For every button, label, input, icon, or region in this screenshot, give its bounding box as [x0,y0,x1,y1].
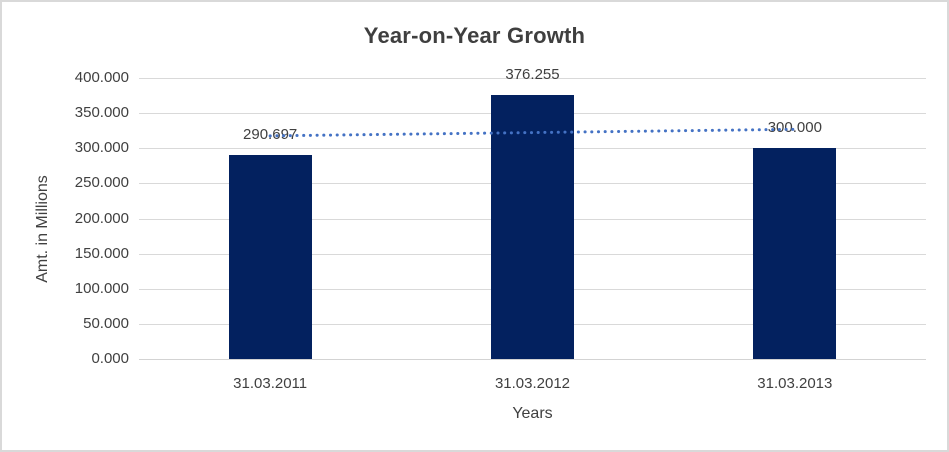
y-tick-label: 200.000 [74,209,129,227]
y-tick-label: 100.000 [74,279,129,297]
bar-value-label: 376.255 [505,65,560,83]
bar-value-label: 290.697 [243,125,298,143]
y-tick-label: 400.000 [74,69,129,86]
bar-value-label: 300.000 [767,119,822,137]
y-axis-title: Amt. in Millions [34,175,51,283]
y-tick-label: 0.000 [91,350,129,367]
bar-31.03.2011 [228,154,312,359]
bar-31.03.2012 [491,94,574,359]
bar-31.03.2013 [753,148,837,359]
y-tick-label: 250.000 [74,174,129,192]
y-tick-label: 350.000 [74,104,129,122]
x-tick-label: 31.03.2011 [233,375,308,392]
y-tick-label: 150.000 [74,244,129,262]
x-axis-line [139,359,926,360]
y-tick-label: 50.000 [83,314,129,332]
x-tick-label: 31.03.2013 [757,375,833,392]
chart-title: Year-on-Year Growth [363,23,586,48]
y-tick-label: 300.000 [74,139,129,157]
x-tick-label: 31.03.2012 [494,375,571,392]
x-axis-title: Years [512,405,553,422]
gridline [139,78,926,79]
